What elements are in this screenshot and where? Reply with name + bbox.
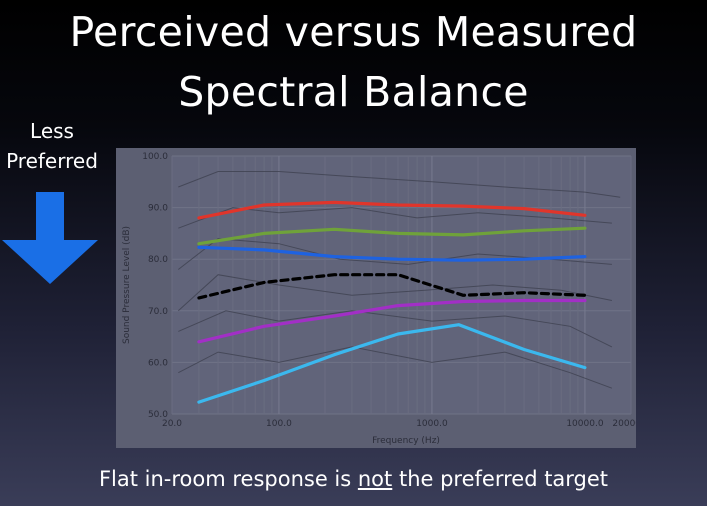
- title-line-2: Spectral Balance: [178, 68, 529, 116]
- series-line: [197, 298, 587, 344]
- plot-area: [172, 156, 631, 414]
- y-tick-label: 100.0: [142, 152, 168, 162]
- series-line: [197, 200, 587, 220]
- x-tick-label: 100.0: [266, 419, 292, 429]
- x-tick-label: 20.0: [162, 419, 182, 429]
- side-label-line-1: Less: [30, 119, 74, 143]
- x-tick-label: 10000.0: [566, 419, 603, 429]
- y-tick-label: 50.0: [148, 410, 168, 420]
- series-line: [197, 273, 587, 300]
- slide-title: Perceived versus Measured Spectral Balan…: [0, 2, 707, 122]
- series-line: [197, 245, 587, 262]
- measured-trace: [178, 310, 613, 348]
- chart-ticks: 50.0 60.0 70.0 80.0 90.0 100.0 20.0 100.0 1000.0…: [142, 152, 636, 429]
- y-axis-label: Sound Pressure Level (dB): [122, 226, 132, 344]
- y-tick-label: 70.0: [148, 307, 168, 317]
- caption-text-before: Flat in-room response is: [98, 467, 358, 491]
- caption-text-after: the preferred target: [392, 467, 609, 491]
- x-axis-label: Frequency (Hz): [372, 436, 440, 446]
- measured-trace: [178, 171, 621, 198]
- series-line: [197, 323, 587, 404]
- y-tick-label: 60.0: [148, 358, 168, 368]
- down-arrow-icon: [2, 192, 98, 284]
- chart-series: [197, 200, 587, 404]
- less-preferred-label: Less Preferred: [0, 116, 104, 176]
- x-tick-label: 1000.0: [416, 419, 448, 429]
- caption-emphasis: not: [357, 467, 393, 491]
- y-tick-label: 90.0: [148, 204, 168, 214]
- measured-trace: [177, 274, 612, 312]
- series-line: [197, 226, 587, 246]
- y-tick-label: 80.0: [148, 255, 168, 265]
- measured-trace: [178, 346, 613, 389]
- spectral-balance-chart: 50.0 60.0 70.0 80.0 90.0 100.0 20.0 100.0 1000.0…: [116, 148, 636, 448]
- x-tick-label: 20000.0: [612, 419, 636, 429]
- caption: Flat in-room response is not the preferr…: [0, 464, 707, 494]
- side-label-line-2: Preferred: [6, 149, 98, 173]
- title-line-1: Perceived versus Measured: [69, 8, 638, 56]
